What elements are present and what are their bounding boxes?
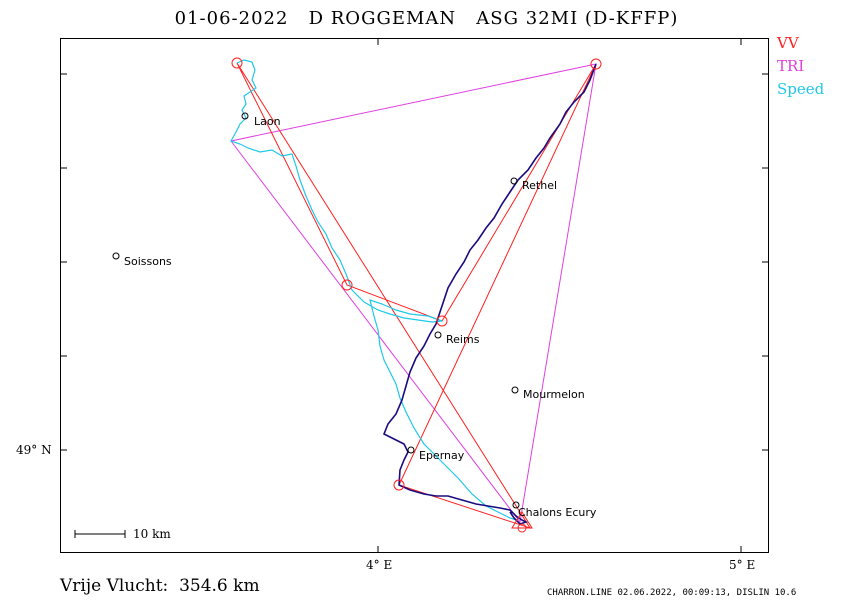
map-frame [60,38,769,553]
scale-bar-label: 10 km [133,527,171,541]
place-label-mourmelon: Mourmelon [523,388,585,401]
turnpoint-marker [231,57,243,69]
start-finish-circle [517,523,527,533]
place-label-epernay: Epernay [419,449,465,462]
turnpoint-marker [341,279,353,291]
start-finish-marker [511,511,533,529]
flight-track [382,63,597,525]
legend-tri: TRI [777,57,805,75]
x-tick-5e: 5° E [729,558,755,572]
place-marker-laon [241,112,249,120]
footer-info: CHARRON.LINE 02.06.2022, 00:09:13, DISLI… [547,588,797,598]
place-markers [112,112,520,509]
place-marker-epernay [407,446,415,454]
legend-vv: VV [777,34,799,52]
place-marker-soissons [112,252,120,260]
scale-bar: 10 km [74,527,171,541]
place-label-soissons: Soissons [124,255,172,268]
turnpoint-marker [436,315,448,327]
map-title: 01-06-2022 D ROGGEMAN ASG 32MI (D-KFFP) [174,8,679,29]
place-label-chalons: Chalons Ecury [518,506,597,519]
turnpoint-marker [393,479,405,491]
axis-ticks [60,38,768,553]
place-marker-rethel [510,177,518,185]
place-marker-reims [434,331,442,339]
legend-speed: Speed [777,80,825,98]
y-tick-49n: 49° N [16,443,52,457]
place-label-laon: Laon [254,115,281,128]
x-tick-4e: 4° E [366,558,392,572]
turnpoint-marker [590,58,602,70]
place-marker-chalons [512,501,520,509]
tri-triangle [230,63,597,524]
place-label-rethel: Rethel [522,179,557,192]
turnpoints [231,57,602,491]
speed-track [230,59,517,521]
place-label-reims: Reims [446,333,480,346]
flight-distance: Vrije Vlucht: 354.6 km [60,576,260,596]
place-marker-mourmelon [511,386,519,394]
vv-route [236,62,597,529]
